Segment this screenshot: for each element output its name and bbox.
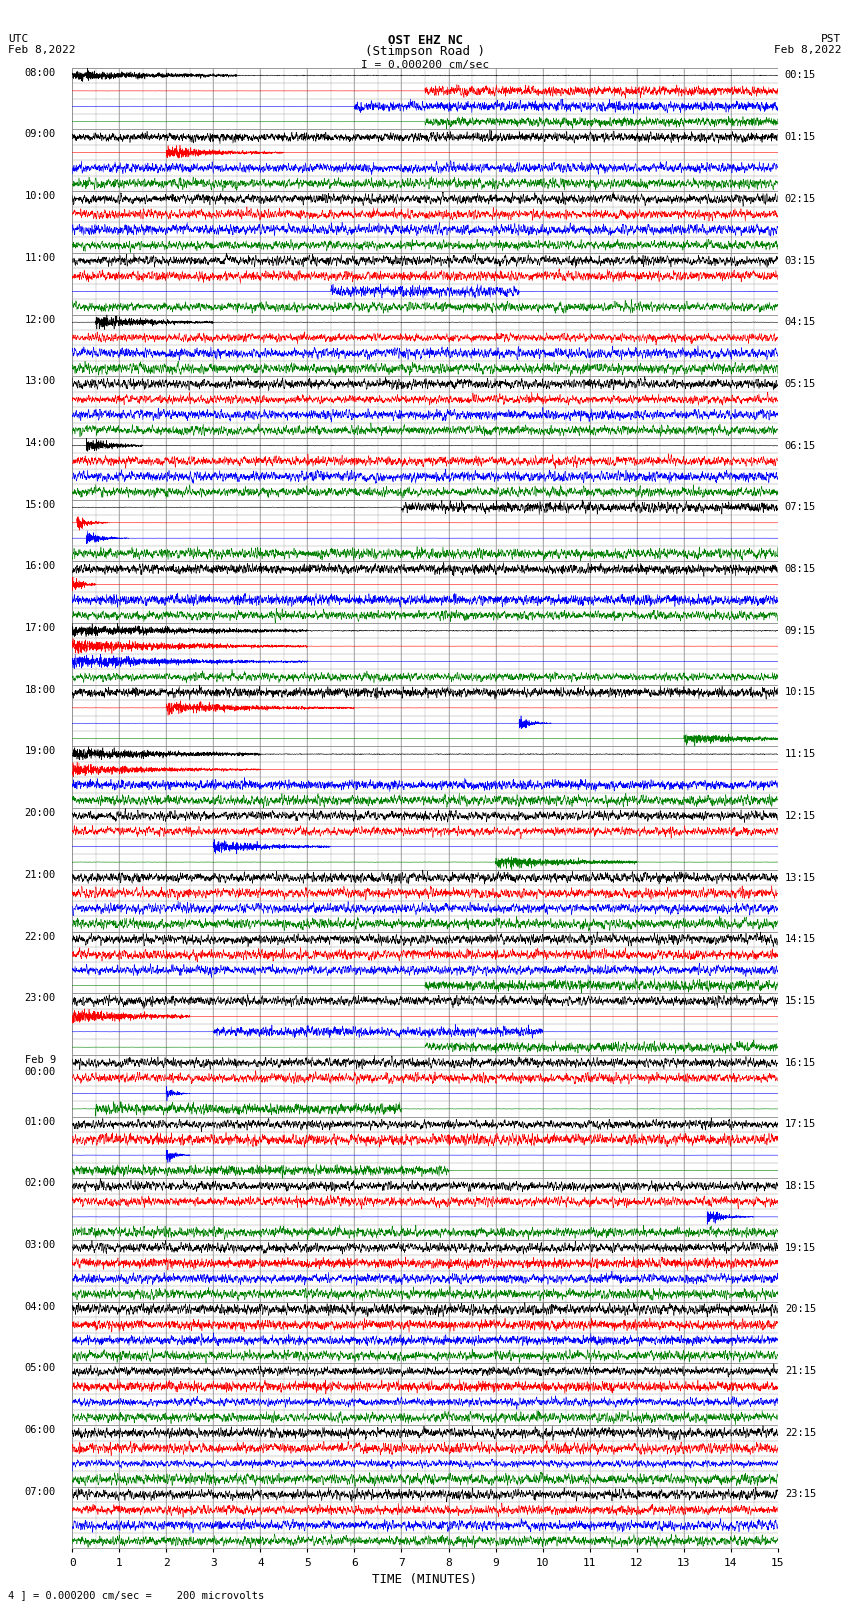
Text: 23:15: 23:15 bbox=[785, 1489, 816, 1500]
Text: Feb 9
00:00: Feb 9 00:00 bbox=[25, 1055, 56, 1076]
Text: 06:15: 06:15 bbox=[785, 440, 816, 450]
Text: 13:15: 13:15 bbox=[785, 873, 816, 882]
Text: 15:00: 15:00 bbox=[25, 500, 56, 510]
Text: 07:15: 07:15 bbox=[785, 502, 816, 513]
Text: 06:00: 06:00 bbox=[25, 1426, 56, 1436]
Text: 08:00: 08:00 bbox=[25, 68, 56, 77]
Text: 09:00: 09:00 bbox=[25, 129, 56, 139]
Text: 11:15: 11:15 bbox=[785, 748, 816, 760]
Text: 03:15: 03:15 bbox=[785, 255, 816, 266]
Text: I = 0.000200 cm/sec: I = 0.000200 cm/sec bbox=[361, 60, 489, 69]
Text: PST: PST bbox=[821, 34, 842, 44]
Text: 04:00: 04:00 bbox=[25, 1302, 56, 1311]
X-axis label: TIME (MINUTES): TIME (MINUTES) bbox=[372, 1573, 478, 1586]
Text: 02:15: 02:15 bbox=[785, 194, 816, 203]
Text: 04:15: 04:15 bbox=[785, 318, 816, 327]
Text: 15:15: 15:15 bbox=[785, 995, 816, 1007]
Text: 03:00: 03:00 bbox=[25, 1240, 56, 1250]
Text: 4 ] = 0.000200 cm/sec =    200 microvolts: 4 ] = 0.000200 cm/sec = 200 microvolts bbox=[8, 1590, 264, 1600]
Text: 10:00: 10:00 bbox=[25, 192, 56, 202]
Text: 12:00: 12:00 bbox=[25, 315, 56, 324]
Text: 21:15: 21:15 bbox=[785, 1366, 816, 1376]
Text: 11:00: 11:00 bbox=[25, 253, 56, 263]
Text: 16:15: 16:15 bbox=[785, 1058, 816, 1068]
Text: 19:15: 19:15 bbox=[785, 1242, 816, 1253]
Text: 14:15: 14:15 bbox=[785, 934, 816, 944]
Text: Feb 8,2022: Feb 8,2022 bbox=[8, 45, 76, 55]
Text: 16:00: 16:00 bbox=[25, 561, 56, 571]
Text: 01:00: 01:00 bbox=[25, 1116, 56, 1126]
Text: 17:15: 17:15 bbox=[785, 1119, 816, 1129]
Text: UTC: UTC bbox=[8, 34, 29, 44]
Text: 17:00: 17:00 bbox=[25, 623, 56, 632]
Text: 20:00: 20:00 bbox=[25, 808, 56, 818]
Text: 07:00: 07:00 bbox=[25, 1487, 56, 1497]
Text: 13:00: 13:00 bbox=[25, 376, 56, 386]
Text: 12:15: 12:15 bbox=[785, 811, 816, 821]
Text: 19:00: 19:00 bbox=[25, 747, 56, 756]
Text: (Stimpson Road ): (Stimpson Road ) bbox=[365, 45, 485, 58]
Text: 05:15: 05:15 bbox=[785, 379, 816, 389]
Text: 18:00: 18:00 bbox=[25, 684, 56, 695]
Text: 10:15: 10:15 bbox=[785, 687, 816, 697]
Text: 01:15: 01:15 bbox=[785, 132, 816, 142]
Text: 22:00: 22:00 bbox=[25, 931, 56, 942]
Text: 14:00: 14:00 bbox=[25, 439, 56, 448]
Text: 20:15: 20:15 bbox=[785, 1305, 816, 1315]
Text: 18:15: 18:15 bbox=[785, 1181, 816, 1190]
Text: 08:15: 08:15 bbox=[785, 565, 816, 574]
Text: 21:00: 21:00 bbox=[25, 869, 56, 879]
Text: 09:15: 09:15 bbox=[785, 626, 816, 636]
Text: 22:15: 22:15 bbox=[785, 1428, 816, 1437]
Text: 02:00: 02:00 bbox=[25, 1177, 56, 1189]
Text: 05:00: 05:00 bbox=[25, 1363, 56, 1373]
Text: Feb 8,2022: Feb 8,2022 bbox=[774, 45, 842, 55]
Text: 00:15: 00:15 bbox=[785, 71, 816, 81]
Text: 23:00: 23:00 bbox=[25, 994, 56, 1003]
Text: OST EHZ NC: OST EHZ NC bbox=[388, 34, 462, 47]
